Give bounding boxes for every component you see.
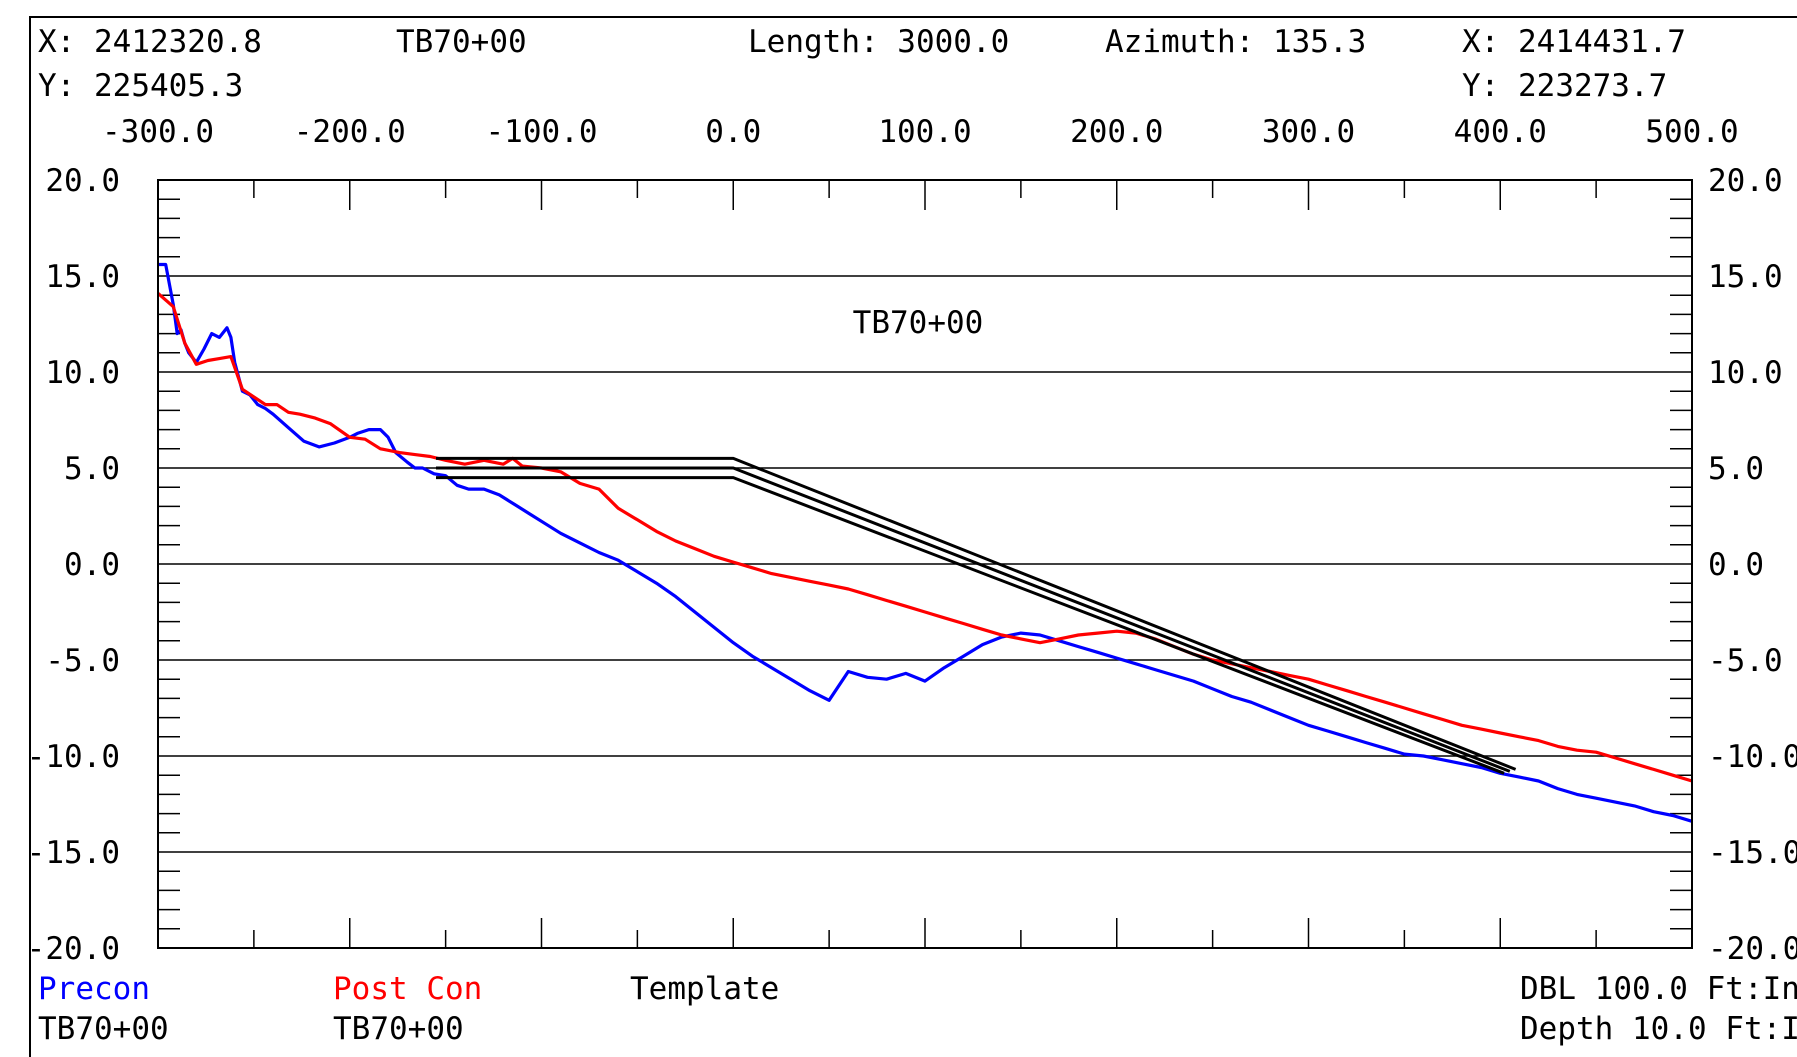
x-tick-label: 300.0 <box>1262 114 1355 150</box>
end-y-readout: Y: 223273.7 <box>1462 68 1667 104</box>
y-tick-label-right: 10.0 <box>1708 355 1783 391</box>
y-tick-label-right: 20.0 <box>1708 163 1783 199</box>
x-tick-label: 200.0 <box>1070 114 1163 150</box>
y-tick-label-right: -15.0 <box>1708 835 1797 871</box>
x-tick-label: 400.0 <box>1454 114 1547 150</box>
y-tick-label-left: 5.0 <box>64 451 120 487</box>
y-tick-label-left: -5.0 <box>45 643 120 679</box>
y-tick-label-right: 0.0 <box>1708 547 1764 583</box>
y-tick-label-right: -10.0 <box>1708 739 1797 775</box>
legend-precon-station: TB70+00 <box>38 1011 169 1047</box>
x-tick-label: -200.0 <box>294 114 406 150</box>
y-tick-label-left: 20.0 <box>45 163 120 199</box>
x-tick-label: -300.0 <box>102 114 214 150</box>
x-tick-label: -100.0 <box>486 114 598 150</box>
data-series <box>156 262 1693 823</box>
legend-template: Template <box>630 971 779 1007</box>
plot-area-border <box>157 179 1693 949</box>
station-header: TB70+00 <box>396 24 527 60</box>
start-x-readout: X: 2412320.8 <box>38 24 262 60</box>
x-tick-labels: -300.0 -200.0 -100.0 0.0 100.0 200.0 300.0 400.… <box>102 114 1739 150</box>
series-template-line <box>436 466 1511 773</box>
series-postcon-line <box>156 292 1693 783</box>
y-tick-label-right: 15.0 <box>1708 259 1783 295</box>
x-tick-label: 0.0 <box>705 114 761 150</box>
y-tick-label-left: -15.0 <box>27 835 120 871</box>
x-tick-label: 100.0 <box>878 114 971 150</box>
end-x-readout: X: 2414431.7 <box>1462 24 1686 60</box>
y-tick-label-right: -20.0 <box>1708 931 1797 967</box>
y-tick-label-right: -5.0 <box>1708 643 1783 679</box>
series-template-line <box>436 476 1505 775</box>
plot-station-label: TB70+00 <box>853 305 984 341</box>
series-template-line <box>436 456 1517 771</box>
start-y-readout: Y: 225405.3 <box>38 68 243 104</box>
y-tick-label-left: 15.0 <box>45 259 120 295</box>
dbl-scale: DBL 100.0 Ft:In <box>1520 971 1797 1007</box>
y-tick-label-left: 10.0 <box>45 355 120 391</box>
legend-postcon-station: TB70+00 <box>333 1011 464 1047</box>
y-tick-label-right: 5.0 <box>1708 451 1764 487</box>
length-readout: Length: 3000.0 <box>748 24 1009 60</box>
x-tick-label: 500.0 <box>1645 114 1738 150</box>
profile-frame <box>29 16 1797 1057</box>
y-tick-label-left: 0.0 <box>64 547 120 583</box>
legend-postcon: Post Con <box>333 971 482 1007</box>
grid-lines <box>158 275 1692 853</box>
legend-precon: Precon <box>38 971 150 1007</box>
depth-scale: Depth 10.0 Ft:In <box>1520 1011 1797 1047</box>
y-tick-labels: 20.0 20.0 15.0 15.0 10.0 10.0 5.0 5.0 0.0 0.0 -5.0… <box>27 163 1797 967</box>
y-tick-label-left: -10.0 <box>27 739 120 775</box>
y-tick-label-left: -20.0 <box>27 931 120 967</box>
series-precon-line <box>158 262 1693 823</box>
azimuth-readout: Azimuth: 135.3 <box>1105 24 1366 60</box>
